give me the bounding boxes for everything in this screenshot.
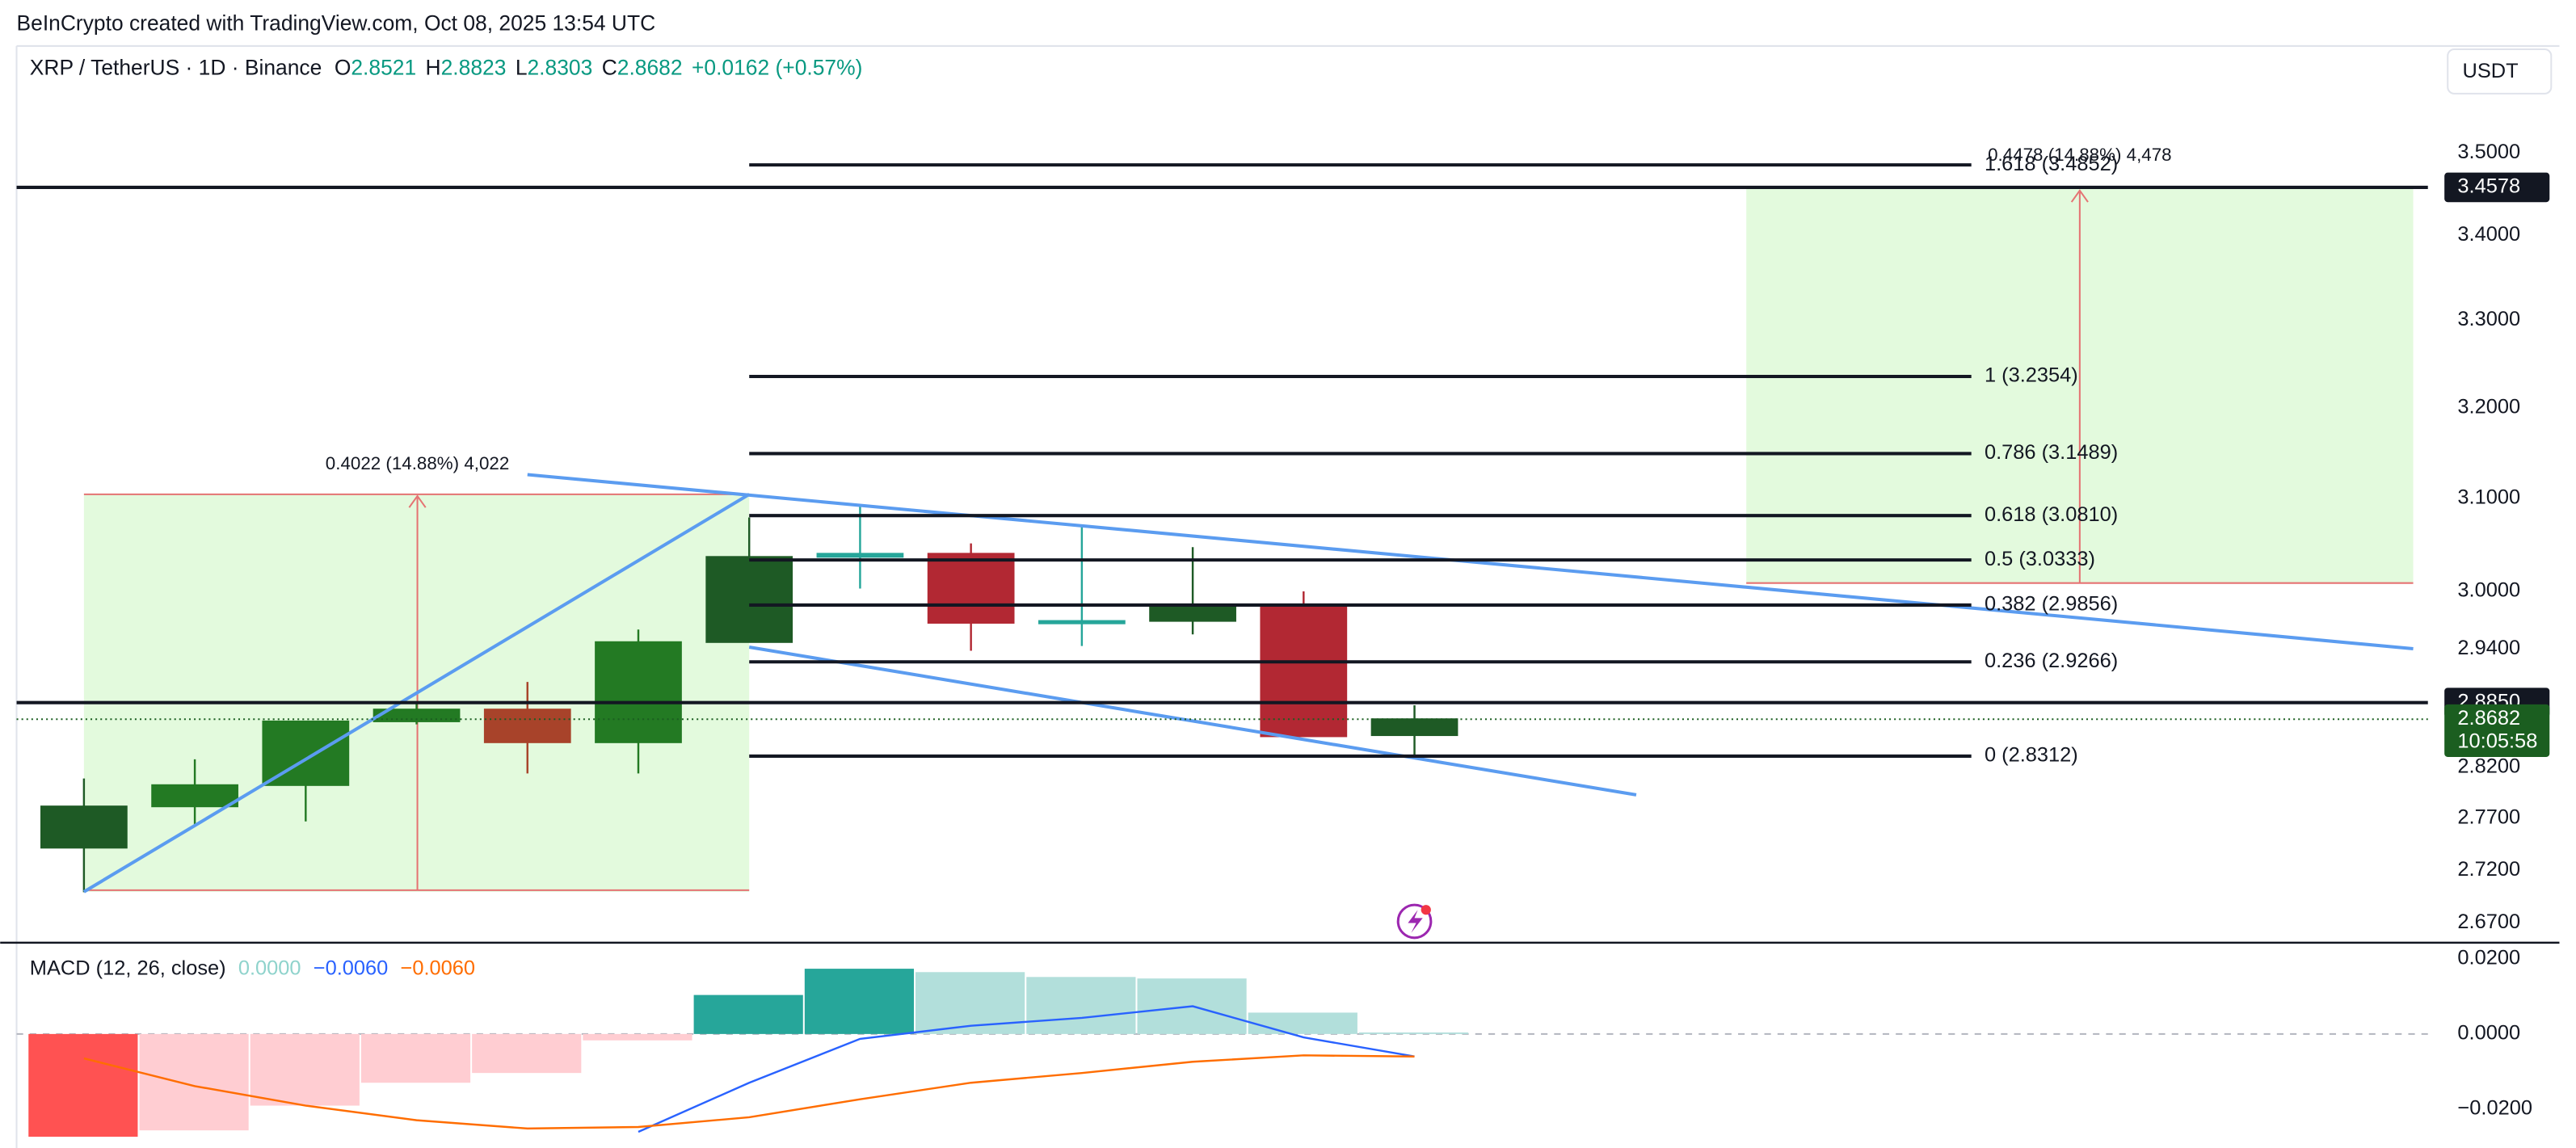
fib-label: 1.618 (3.4852) [1985,153,2118,175]
candle-body [373,709,461,722]
candle-body [816,553,904,558]
macd-title: MACD (12, 26, close) [30,957,226,979]
y-tick-label: 3.5000 [2457,141,2520,163]
ohlc-value: 2.8303 [528,55,593,79]
fib-label: 0.618 (3.0810) [1985,503,2118,526]
ohlc-label: H [426,55,441,79]
ohlc-value: 2.8823 [441,55,507,79]
change: +0.0162 (+0.57%) [692,55,862,79]
indicator-line [83,1054,1415,1130]
indicator-line [638,1005,1415,1133]
currency: USDT [2463,60,2519,82]
candle-body [927,553,1015,624]
price-tag [2444,172,2550,203]
attribution: BeInCrypto created with TradingView.com,… [17,11,656,35]
y-tick-label: 0.0200 [2457,947,2520,969]
price-axis: 2.6700 2.7200 2.7700 2.8200 2.9400 3.0000 3.10… [2444,141,2550,1119]
y-tick-label: 2.7700 [2457,806,2520,829]
histogram-bar [28,1033,138,1137]
trend-line [527,473,2414,651]
y-tick-label: 0.0000 [2457,1022,2520,1045]
macd-pane [16,969,2428,1137]
current-price-tag [2444,704,2550,757]
y-tick-label: 2.9400 [2457,637,2520,659]
arrow-head [2070,189,2089,203]
ohlc-value: 2.8682 [617,55,683,79]
fib-label: 0.5 (3.0333) [1985,548,2095,570]
histogram-bar [472,1033,582,1074]
symbol: XRP / TetherUS · 1D · Binance [30,55,322,79]
y-tick-label: 3.4000 [2457,223,2520,246]
ohlc-label: O [335,55,351,79]
candle-body [1370,718,1458,737]
y-tick-label: −0.0200 [2457,1096,2532,1119]
histogram-bar [250,1033,360,1106]
drawings [16,163,2428,940]
background-drawings [83,188,2414,892]
histogram-bar [693,995,803,1034]
arrow-head [408,494,427,508]
fib-label: 1 (3.2354) [1985,364,2078,387]
symbol-legend: XRP / TetherUS · 1D · Binance O2.8521 H2… [30,55,863,79]
candle-body [483,709,571,743]
fib-label: 0 (2.8312) [1985,744,2078,767]
y-tick-label: 3.1000 [2457,486,2520,508]
candle-body [151,784,238,808]
histogram-bar [139,1033,249,1131]
price-tag-label: 3.4578 [2457,175,2520,198]
histogram-bar [1358,1032,1469,1034]
measure-label: 0.4022 (14.88%) 4,022 [326,453,509,473]
candle-body [1038,620,1126,624]
trend-line [82,493,751,894]
currency-button[interactable] [2447,48,2553,95]
legend-value: −0.0060 [314,957,389,979]
y-tick-label: 3.3000 [2457,308,2520,330]
event-bolt [1408,910,1423,933]
histogram-bar [915,972,1025,1034]
trend-line [748,645,1637,797]
y-tick-label: 3.0000 [2457,579,2520,602]
candle-body [1149,603,1236,622]
candle-body [40,805,128,849]
histogram-bar [360,1033,471,1083]
legend-value: −0.0060 [401,957,476,979]
histogram-bar [1248,1012,1357,1034]
y-tick-label: 2.6700 [2457,910,2520,933]
measure-label: 0.4478 (14.88%) 4,478 [1988,145,2172,165]
y-tick-label: 2.8200 [2457,755,2520,778]
event-dot [1421,905,1431,915]
fib-label: 0.382 (2.9856) [1985,593,2118,616]
candle-body [705,556,793,643]
fib-label: 0.236 (2.9266) [1985,650,2118,672]
ohlc-label: L [516,55,528,79]
y-tick-label: 3.2000 [2457,395,2520,418]
legend-value: 0.0000 [238,957,301,979]
fib-label: 0.786 (3.1489) [1985,441,2118,464]
histogram-bar [1026,977,1136,1034]
current-price-label: 2.8682 [2457,707,2520,730]
countdown: 10:05:58 [2457,730,2537,752]
y-tick-label: 2.7200 [2457,858,2520,881]
candle-body [595,641,682,743]
ohlc-value: 2.8521 [351,55,416,79]
histogram-bar [804,969,915,1034]
histogram-bar [583,1033,692,1041]
macd-legend: MACD (12, 26, close) 0.0000 −0.0060 −0.0… [30,957,475,979]
candle-body [1260,603,1348,738]
ohlc-label: C [602,55,617,79]
